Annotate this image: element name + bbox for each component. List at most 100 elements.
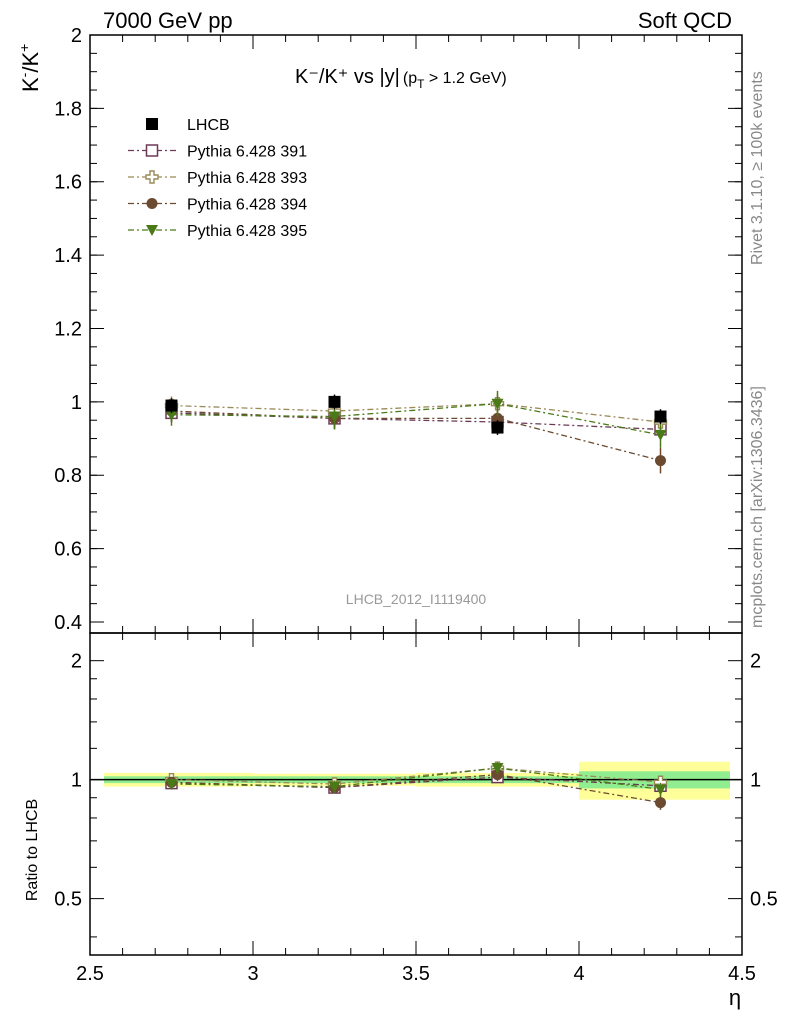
plot-title-cut-sub: T [417, 77, 425, 91]
data-point [165, 399, 178, 412]
legend-marker [146, 198, 158, 209]
marker-triangle [491, 398, 504, 410]
series-3 [166, 400, 666, 474]
data-point [655, 455, 666, 467]
ratio-y-tick-label-right: 0.5 [750, 889, 778, 911]
ratio-y-tick-label-right: 2 [750, 651, 761, 673]
ratio-series-line [171, 767, 661, 791]
series-line [171, 412, 661, 431]
ratio-data-point [165, 778, 178, 790]
series-line [171, 403, 661, 436]
marker-circle [146, 198, 158, 209]
ratio-y-axis-label: Ratio to LHCB [24, 799, 41, 901]
marker-triangle [165, 409, 178, 421]
ratio-series-4 [165, 762, 667, 797]
legend-label: LHCB [187, 117, 230, 134]
legend-entry-1: Pythia 6.428 391 [128, 144, 307, 161]
ratio-series-line [171, 773, 661, 804]
y-axis-label-mid: /K [18, 52, 43, 73]
marker-square [328, 395, 341, 408]
header-energy: 7000 GeV pp [103, 8, 233, 33]
y-tick-label: 1 [71, 392, 82, 414]
series-4 [165, 390, 667, 448]
ratio-data-point [328, 781, 341, 793]
plot-title: K⁻/K⁺ vs |y| (pT > 1.2 GeV) [295, 66, 507, 91]
data-point [165, 409, 178, 421]
marker-circle [492, 769, 503, 781]
x-axis-label: η [729, 985, 741, 1010]
x-tick-label: 2.5 [76, 963, 104, 985]
y-tick-label: 1.6 [54, 172, 82, 194]
marker-triangle [146, 225, 158, 236]
ratio-data-point [655, 797, 666, 809]
legend-label: Pythia 6.428 394 [187, 197, 307, 214]
ratio-y-tick-label-left: 0.5 [54, 889, 82, 911]
ratio-y-tick-label-left: 1 [71, 770, 82, 792]
y-tick-label: 0.8 [54, 465, 82, 487]
rivet-label: Rivet 3.1.10, ≥ 100k events [749, 71, 766, 265]
legend-marker [145, 170, 159, 184]
ratio-y-tick-label-right: 1 [750, 770, 761, 792]
legend-label: Pythia 6.428 393 [187, 170, 307, 187]
marker-square [146, 118, 158, 130]
legend-marker [146, 225, 158, 236]
y-axis-label-base: K [18, 77, 43, 92]
y-tick-label: 2 [71, 25, 82, 47]
marker-triangle [654, 429, 667, 441]
plot-title-cut: (p [403, 70, 417, 87]
series-line [171, 410, 661, 462]
plot-title-cut-tail: > 1.2 GeV) [424, 70, 506, 87]
ratio-series-line [171, 767, 661, 785]
legend-entry-0: LHCB [146, 117, 230, 134]
marker-triangle [165, 778, 178, 790]
legend-label: Pythia 6.428 395 [187, 223, 307, 240]
analysis-id: LHCB_2012_I1119400 [346, 591, 487, 607]
series-line [171, 403, 661, 423]
y-tick-label: 1.2 [54, 318, 82, 340]
marker-square-open [145, 144, 159, 157]
legend-marker [145, 144, 159, 157]
legend-entry-3: Pythia 6.428 394 [128, 197, 307, 214]
marker-circle [655, 455, 666, 467]
legend: LHCB Pythia 6.428 391 Pythia 6.428 393 Pyth… [128, 117, 307, 240]
legend-entry-2: Pythia 6.428 393 [128, 170, 307, 187]
plot-title-main: K⁻/K⁺ vs |y| [295, 66, 400, 88]
ratio-y-tick-label-left: 2 [71, 651, 82, 673]
marker-square [165, 399, 178, 412]
data-point [328, 395, 341, 408]
legend-marker [146, 118, 158, 130]
y-axis-label-sup1: - [16, 72, 32, 77]
marker-circle [492, 412, 503, 424]
x-tick-label: 3 [247, 963, 258, 985]
marker-triangle [328, 411, 341, 423]
ratio-data-point [492, 769, 503, 781]
data-point [491, 398, 504, 410]
data-point [654, 429, 667, 441]
y-tick-label: 0.6 [54, 539, 82, 561]
source-label: mcplots.cern.ch [arXiv:1306.3436] [749, 386, 766, 628]
series-0 [165, 394, 667, 435]
main-panel: 0.4 0.6 0.8 1 1.2 1.4 1.6 1.8 2 [54, 25, 743, 634]
ratio-data-point [491, 763, 504, 775]
y-axis-label-sup2: + [16, 44, 32, 52]
legend-entry-4: Pythia 6.428 395 [128, 223, 307, 240]
data-point [491, 421, 504, 434]
data-point [492, 412, 503, 424]
y-tick-label: 0.4 [54, 612, 82, 634]
marker-triangle [491, 763, 504, 775]
marker-triangle [328, 781, 341, 793]
x-tick-label: 4.5 [728, 963, 756, 985]
header-process: Soft QCD [638, 8, 732, 33]
ratio-data-point [654, 784, 667, 796]
y-tick-label: 1.4 [54, 245, 82, 267]
data-point [654, 410, 667, 423]
legend-label: Pythia 6.428 391 [187, 144, 307, 161]
marker-circle [655, 797, 666, 809]
data-point [328, 411, 341, 423]
x-tick-label: 3.5 [402, 963, 430, 985]
marker-plus [145, 170, 159, 184]
ratio-panel: 0.5 0.5 1 1 2 2 2.5 3 3.5 4 4.5 [54, 632, 778, 985]
marker-square [491, 421, 504, 434]
ratio-series-line [171, 776, 661, 789]
